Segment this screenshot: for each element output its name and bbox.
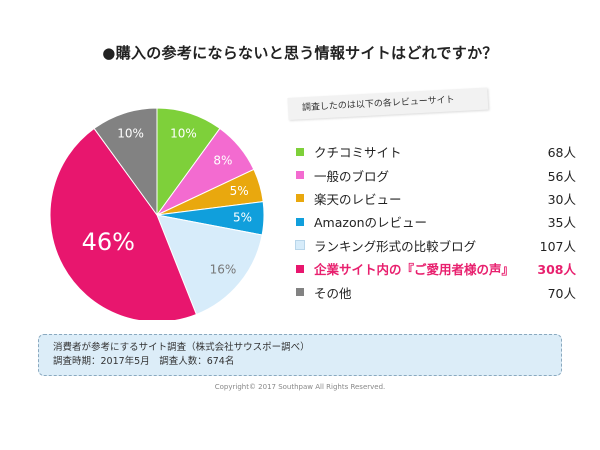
legend-item: 企業サイト内の『ご愛用者様の声』 308人: [296, 257, 576, 280]
legend-count: 30人: [547, 191, 576, 207]
legend-label: 企業サイト内の『ご愛用者様の声』: [314, 262, 515, 278]
legend-count: 35人: [547, 215, 576, 231]
legend-swatch: [295, 240, 305, 251]
pie-label-5: 46%: [82, 228, 135, 256]
survey-note-text: 調査したのは以下の各レビューサイト: [301, 95, 455, 114]
legend-swatch: [296, 194, 304, 203]
pie-label-3: 5%: [233, 211, 252, 225]
legend-item: ランキング形式の比較ブログ 107人: [295, 234, 576, 257]
pie-slice-5: [49, 127, 198, 320]
pie-chart: 10% 8% 5% 5% 16% 46% 10%: [49, 107, 265, 320]
footnote-line-1: 消費者が参考にするサイト調査（株式会社サウスポー調べ）: [53, 342, 310, 353]
legend-swatch: [296, 171, 304, 180]
survey-footnote: 消費者が参考にするサイト調査（株式会社サウスポー調べ） 調査時期：2017年5月…: [38, 334, 562, 376]
pie-label-4: 16%: [210, 263, 237, 277]
legend-swatch: [296, 264, 304, 273]
legend-label: 一般のブログ: [314, 168, 390, 184]
copyright: Copyright© 2017 Southpaw All Rights Rese…: [214, 383, 386, 391]
pie-label-2: 5%: [230, 184, 249, 198]
legend-count: 107人: [539, 238, 576, 254]
survey-note-tag: 調査したのは以下の各レビューサイト: [287, 87, 489, 120]
pie-label-0: 10%: [170, 127, 197, 141]
legend-item: クチコミサイト 68人: [296, 140, 576, 163]
legend-swatch: [296, 288, 304, 297]
legend-item: その他 70人: [296, 280, 576, 303]
legend: クチコミサイト 68人一般のブログ 56人楽天のレビュー 30人 Amazonのレビュー…: [295, 140, 576, 304]
legend-label: ランキング形式の比較ブログ: [314, 238, 477, 254]
legend-count: 308人: [537, 262, 576, 278]
legend-count: 70人: [547, 285, 576, 301]
legend-count: 56人: [547, 168, 576, 184]
pie-label-6: 10%: [117, 127, 144, 141]
footnote-line-2: 調査時期：2017年5月 調査人数：674名: [53, 356, 235, 367]
legend-item: 楽天のレビュー 30人: [296, 187, 576, 210]
legend-item: 一般のブログ 56人: [296, 163, 576, 186]
legend-count: 68人: [547, 145, 576, 161]
legend-item: Amazonのレビュー 35人: [296, 210, 576, 233]
pie-label-1: 8%: [213, 153, 232, 167]
legend-swatch: [296, 147, 304, 156]
legend-label: 楽天のレビュー: [314, 191, 402, 207]
pie-slice-4: [156, 214, 263, 316]
legend-label: クチコミサイト: [314, 145, 402, 161]
legend-label: Amazonのレビュー: [314, 215, 428, 231]
legend-swatch: [296, 217, 304, 226]
pie-slice-6: [93, 107, 158, 217]
chart-title: ●購入の参考にならないと思う情報サイトはどれですか？: [102, 44, 498, 62]
legend-label: その他: [314, 285, 352, 301]
